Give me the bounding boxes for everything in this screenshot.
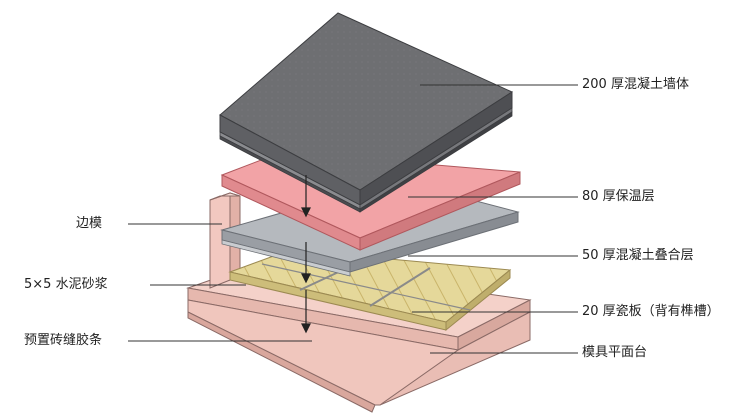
label-wall: 200 厚混凝土墙体 <box>582 77 689 92</box>
label-preset-strip: 预置砖缝胶条 <box>24 333 103 348</box>
label-concrete-layer: 50 厚混凝土叠合层 <box>582 248 694 263</box>
label-tile: 20 厚瓷板（背有榫槽） <box>582 304 720 319</box>
leader-lines <box>128 84 578 354</box>
tile-layer <box>228 249 512 332</box>
concrete-wall <box>219 12 514 213</box>
label-mortar: 5×5 水泥砂浆 <box>24 277 108 292</box>
label-side-form: 边模 <box>76 216 103 231</box>
assembly-arrows <box>301 175 311 334</box>
label-platform: 模具平面台 <box>582 345 648 360</box>
label-insulation: 80 厚保温层 <box>582 189 655 204</box>
